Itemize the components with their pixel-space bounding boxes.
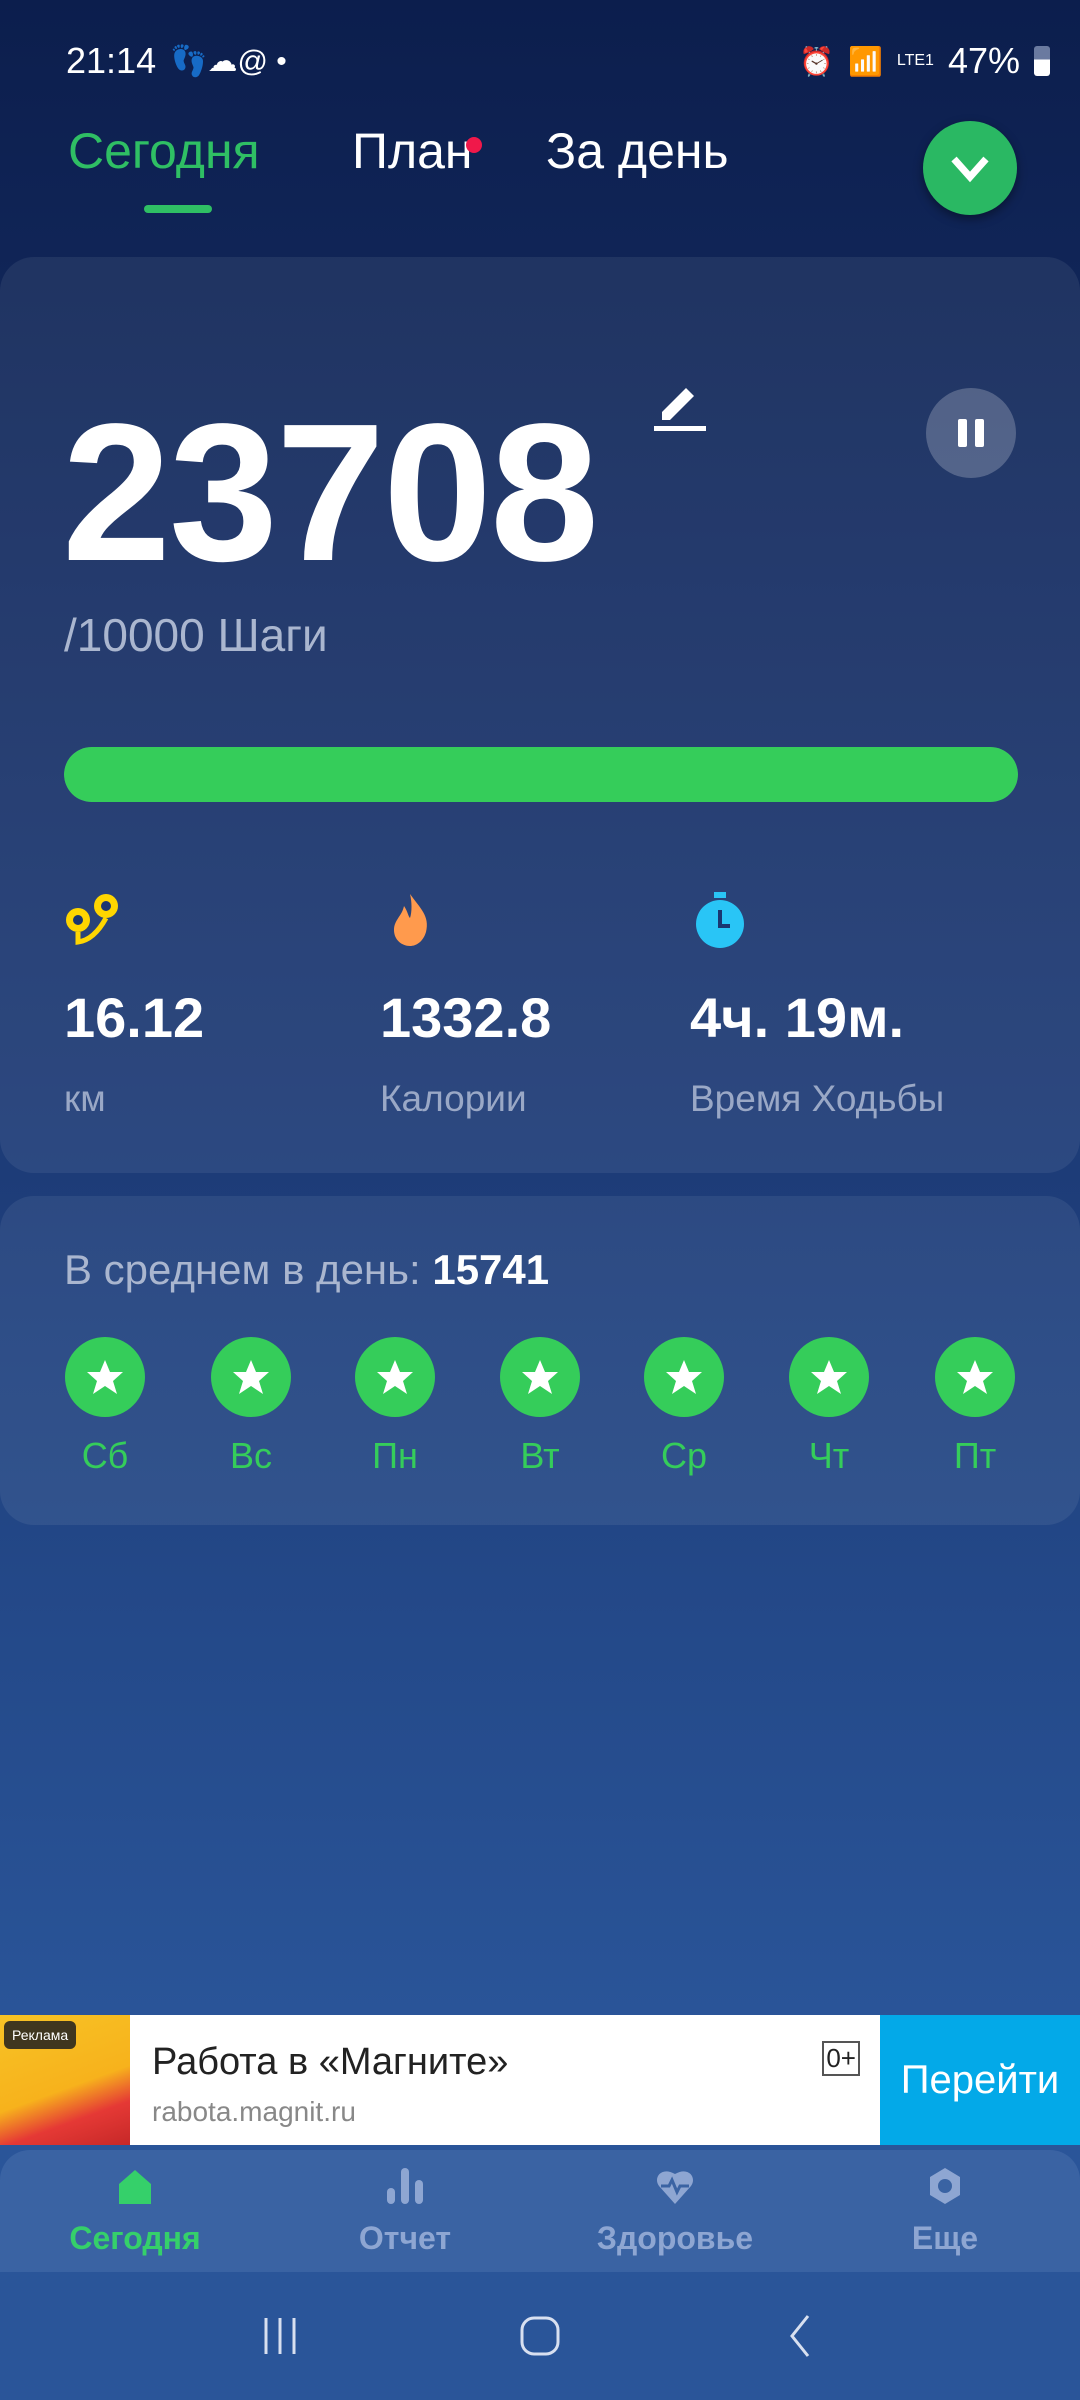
star-badge-icon bbox=[644, 1337, 724, 1417]
notification-icons: 👣☁@ • bbox=[170, 44, 287, 78]
flame-icon bbox=[394, 894, 427, 946]
progress-fill bbox=[64, 747, 1018, 802]
stopwatch-icon bbox=[696, 892, 744, 948]
tab-indicator bbox=[144, 205, 212, 213]
star-badge-icon bbox=[355, 1337, 435, 1417]
average-label: В среднем в день: bbox=[64, 1246, 421, 1293]
system-nav-bar bbox=[0, 2272, 1080, 2400]
battery-text: 47% bbox=[947, 40, 1020, 81]
star-badge-icon bbox=[500, 1337, 580, 1417]
alarm-icon: ⏰ bbox=[799, 45, 834, 77]
day-label: Чт bbox=[808, 1435, 850, 1476]
nav-health[interactable]: Здоровье bbox=[540, 2150, 810, 2272]
steps-card bbox=[0, 257, 1080, 1173]
day-goal-6[interactable]: Пт bbox=[935, 1337, 1015, 1477]
pause-icon bbox=[958, 419, 967, 447]
edit-icon[interactable] bbox=[652, 376, 708, 437]
day-label: Сб bbox=[81, 1435, 129, 1476]
tab-plan[interactable]: План bbox=[352, 123, 473, 179]
nav-report-label: Отчет bbox=[358, 2220, 452, 2256]
day-goal-4[interactable]: Ср bbox=[644, 1337, 724, 1477]
route-pin-icon bbox=[66, 894, 118, 945]
day-label: Пт bbox=[953, 1435, 997, 1476]
nav-more[interactable]: Еще bbox=[810, 2150, 1080, 2272]
home-icon bbox=[119, 2170, 151, 2204]
day-label: Ср bbox=[660, 1435, 708, 1476]
step-count: 23708 bbox=[62, 383, 599, 602]
nav-today-label: Сегодня bbox=[69, 2220, 201, 2256]
calories-label: Калории bbox=[380, 1078, 527, 1119]
day-goal-0[interactable]: Сб bbox=[65, 1337, 145, 1477]
calories-value: 1332.8 bbox=[380, 986, 552, 1049]
plan-badge-dot bbox=[466, 137, 482, 153]
wifi-icon: 📶 bbox=[848, 45, 883, 77]
star-badge-icon bbox=[211, 1337, 291, 1417]
chevron-down-icon bbox=[951, 156, 989, 183]
pause-button[interactable] bbox=[926, 388, 1016, 478]
distance-value: 16.12 bbox=[64, 986, 205, 1049]
ad-url: rabota.magnit.ru bbox=[152, 2096, 356, 2127]
heart-pulse-icon bbox=[656, 2171, 694, 2204]
star-badge-icon bbox=[789, 1337, 869, 1417]
day-goal-2[interactable]: Пн bbox=[355, 1337, 435, 1477]
nav-health-label: Здоровье bbox=[596, 2220, 754, 2256]
pause-icon-bar bbox=[975, 419, 984, 447]
stat-walk-time: 4ч. 19м. Время Ходьбы bbox=[690, 890, 944, 1120]
nav-report[interactable]: Отчет bbox=[270, 2150, 540, 2272]
back-icon[interactable] bbox=[778, 2314, 822, 2358]
day-label: Пн bbox=[372, 1435, 418, 1476]
walk-time-label: Время Ходьбы bbox=[690, 1078, 945, 1119]
step-progress-bar bbox=[64, 747, 1018, 802]
average-value: 15741 bbox=[432, 1246, 550, 1293]
day-goal-3[interactable]: Вт bbox=[500, 1337, 580, 1477]
stat-distance: 16.12 км bbox=[64, 890, 204, 1120]
ad-age-rating: 0+ bbox=[822, 2041, 860, 2076]
status-time: 21:14 bbox=[66, 40, 157, 81]
ad-banner[interactable]: Реклама Работа в «Магните» rabota.magnit… bbox=[0, 2015, 1080, 2145]
gear-icon bbox=[930, 2168, 960, 2204]
stat-calories: 1332.8 Калории bbox=[380, 890, 551, 1120]
tab-today[interactable]: Сегодня bbox=[68, 123, 260, 179]
home-button-icon[interactable] bbox=[518, 2314, 562, 2358]
bar-chart-icon bbox=[387, 2168, 423, 2204]
expand-button[interactable] bbox=[923, 121, 1017, 215]
ad-tag: Реклама bbox=[4, 2021, 77, 2049]
day-label: Вс bbox=[229, 1435, 272, 1476]
nav-today[interactable]: Сегодня bbox=[0, 2150, 270, 2272]
walk-time-value: 4ч. 19м. bbox=[690, 986, 905, 1049]
recent-apps-icon[interactable] bbox=[258, 2314, 302, 2358]
battery-icon bbox=[1034, 46, 1050, 76]
day-goal-1[interactable]: Вс bbox=[211, 1337, 291, 1477]
day-goal-5[interactable]: Чт bbox=[789, 1337, 869, 1477]
daily-average: В среднем в день: 15741 bbox=[64, 1246, 549, 1294]
ad-go-button[interactable]: Перейти bbox=[880, 2015, 1080, 2145]
star-badge-icon bbox=[935, 1337, 1015, 1417]
network-label: LTE1 bbox=[896, 52, 934, 69]
tab-day[interactable]: За день bbox=[546, 123, 729, 179]
ad-title[interactable]: Работа в «Магните» bbox=[152, 2041, 509, 2083]
ad-image: Реклама bbox=[0, 2015, 130, 2145]
star-badge-icon bbox=[65, 1337, 145, 1417]
status-bar: 21:14 👣☁@ • ⏰ 📶 LTE1 47% bbox=[66, 36, 1050, 86]
bottom-nav: Сегодня Отчет Здоровье Еще bbox=[0, 2150, 1080, 2272]
step-goal: /10000 Шаги bbox=[64, 609, 328, 661]
nav-more-label: Еще bbox=[911, 2220, 979, 2256]
distance-label: км bbox=[64, 1078, 106, 1119]
day-label: Вт bbox=[520, 1435, 560, 1476]
